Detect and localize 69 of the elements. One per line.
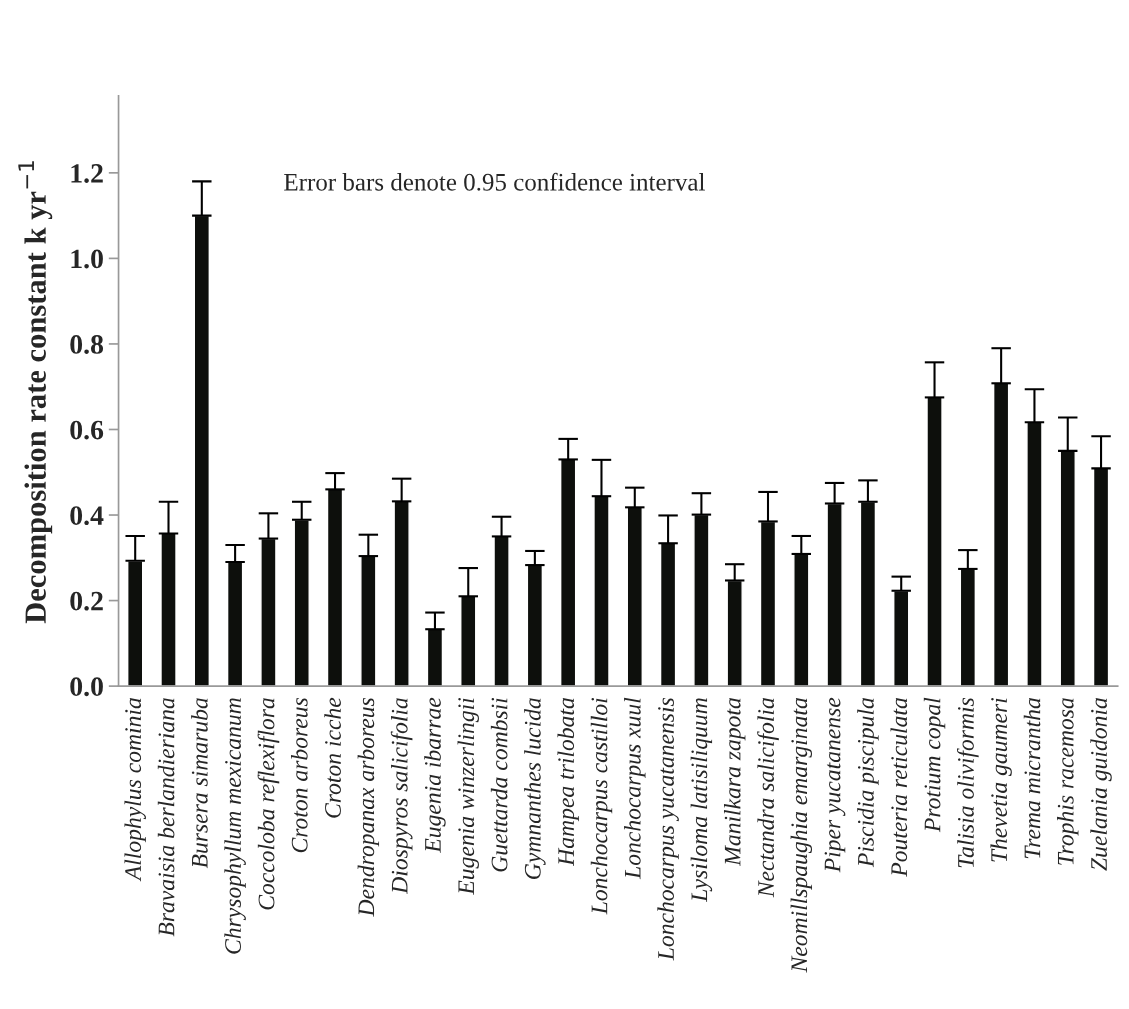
y-tick-label: 0.4 [70, 506, 104, 526]
bar [992, 382, 1010, 687]
bar [226, 561, 244, 687]
y-tick-label: 1.2 [71, 164, 103, 183]
x-tick-label: Bravaisia berlandieriana [157, 698, 175, 937]
x-tick-label: Croton icche [324, 697, 341, 818]
x-tick-label: Gymnanthes lucida [524, 698, 546, 879]
x-tick-label: Pouteria reticulata [890, 698, 908, 877]
bar [593, 495, 610, 687]
bar [893, 590, 910, 687]
bar [726, 579, 743, 687]
bar [426, 628, 444, 687]
bar [626, 506, 643, 687]
bar [959, 568, 977, 687]
x-tick-label: Lonchocarpus castilloi [590, 697, 613, 915]
x-tick-label: Hampea trilobata [557, 698, 579, 867]
x-tick-label: Eugenia ibarrae [424, 697, 446, 853]
y-tick-label: 0.6 [70, 420, 104, 440]
bar [659, 542, 677, 687]
bar [526, 564, 544, 687]
y-tick-label: 0.2 [70, 591, 103, 611]
annotation: Error bars denote 0.95 confidence interval [284, 172, 705, 191]
x-tick-label: Croton arboreus [291, 697, 308, 853]
bar [1026, 421, 1043, 687]
bar [127, 560, 144, 687]
y-axis-title: Decomposition rate constant k yr$^{−1}$ [18, 161, 53, 624]
bar [493, 535, 510, 687]
x-tick-label: Talisia oliviformis [957, 697, 979, 868]
bar [1092, 467, 1110, 687]
x-tick-label: Trema micrantha [1023, 698, 1041, 859]
x-tick-label: Lonchocarpus yucatanensis [657, 697, 679, 961]
x-tick-label: Chrysophyllum mexicanum [224, 698, 246, 954]
bar [759, 520, 777, 687]
x-tick-label: Lysiloma latisiliquum [690, 698, 713, 903]
x-tick-label: Protium copal [923, 697, 946, 833]
bar [826, 502, 843, 687]
x-tick-label: Allophylus cominia [124, 698, 146, 882]
bar [460, 595, 477, 687]
bar [393, 500, 410, 687]
x-tick-label: Coccoloba reflexiflora [257, 698, 280, 910]
bar [793, 553, 810, 687]
x-tick-label: Piper yucatanense [824, 697, 846, 873]
y-tick-label: 1.0 [71, 249, 103, 269]
bar [293, 519, 310, 687]
x-tick-label: Zuelania guidonia [1090, 698, 1112, 871]
bar [859, 501, 877, 687]
x-tick-label: Piscidia piscipula [857, 698, 879, 868]
bar [326, 488, 344, 687]
bar [926, 396, 943, 687]
x-tick-label: Dendropanax arboreus [357, 697, 380, 917]
y-tick-label: 0.0 [70, 677, 103, 697]
x-tick-label: Trophis racemosa [1057, 698, 1079, 865]
x-tick-label: Eugenia winzerlingii [457, 697, 479, 895]
bar [160, 532, 177, 687]
bar [693, 513, 710, 687]
x-tick-label: Lonchocarpus xuul [624, 697, 646, 880]
x-tick-label: Thevetia gaumeri [990, 697, 1012, 862]
x-tick-label: Guettarda combsii [490, 697, 508, 872]
bar [559, 458, 577, 687]
y-tick-label: 0.8 [70, 335, 104, 354]
bar [193, 214, 210, 687]
x-tick-label: Neomillspaughia emarginata [790, 698, 813, 973]
x-tick-label: Manilkara zapota [723, 698, 746, 867]
x-tick-label: Diospyros salicifolia [390, 698, 413, 895]
bar [260, 537, 277, 687]
bar [1059, 450, 1076, 687]
bar [360, 555, 377, 687]
x-tick-label: Nectandra salicifolia [757, 698, 779, 898]
x-tick-label: Bursera simaruba [191, 698, 208, 869]
